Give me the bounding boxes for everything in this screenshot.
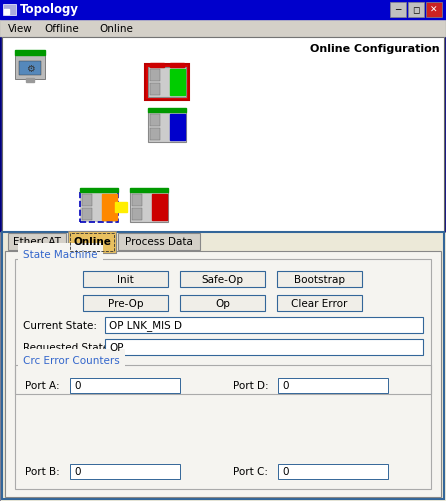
Bar [132, 208, 142, 220]
Bar [130, 192, 168, 222]
Bar [15, 365, 431, 489]
Text: Bootstrap: Bootstrap [294, 275, 345, 285]
Text: ⚙: ⚙ [25, 64, 34, 74]
Bar [83, 296, 168, 312]
Bar [0, 0, 446, 20]
Text: 0: 0 [74, 466, 80, 476]
Text: Online: Online [73, 236, 111, 246]
Bar [82, 194, 92, 206]
Text: Requested State:: Requested State: [23, 342, 113, 352]
Text: State Machine: State Machine [23, 249, 98, 259]
Bar [277, 272, 362, 288]
Bar [5, 252, 441, 497]
Text: Port C:: Port C: [233, 466, 268, 476]
Text: 0: 0 [282, 466, 289, 476]
Bar [148, 68, 186, 98]
Bar [105, 317, 423, 333]
Text: ✕: ✕ [430, 6, 438, 15]
Bar [278, 378, 388, 393]
Bar [130, 188, 168, 192]
Bar [8, 233, 66, 250]
Bar [150, 129, 160, 141]
Bar [148, 113, 186, 143]
Bar [3, 5, 16, 16]
Text: Clear Error: Clear Error [291, 299, 348, 309]
Bar [408, 3, 424, 18]
Text: 0: 0 [282, 381, 289, 391]
Bar [15, 260, 431, 394]
Bar [19, 62, 41, 76]
Bar [150, 115, 160, 127]
Text: Pre-Op: Pre-Op [108, 299, 143, 309]
Bar [118, 233, 200, 250]
Text: Crc Error Counters: Crc Error Counters [23, 355, 120, 365]
Text: Current State:: Current State: [23, 320, 97, 330]
Text: View: View [8, 24, 33, 34]
Bar [145, 65, 189, 101]
Text: Port A:: Port A: [25, 381, 60, 391]
Bar [0, 232, 446, 501]
Text: ─: ─ [395, 6, 401, 15]
Bar [26, 79, 34, 83]
Bar [82, 208, 92, 220]
Text: Port B:: Port B: [25, 466, 60, 476]
Text: ◻: ◻ [412, 6, 420, 15]
Text: EtherCAT: EtherCAT [13, 236, 61, 246]
Bar [170, 70, 185, 96]
Text: Port D:: Port D: [233, 381, 268, 391]
Text: 0: 0 [74, 381, 80, 391]
Text: Topology: Topology [20, 4, 79, 17]
Bar [15, 56, 45, 80]
Bar [426, 3, 442, 18]
Bar [180, 272, 265, 288]
Text: Offline: Offline [44, 24, 79, 34]
Bar [70, 464, 180, 479]
Bar [277, 296, 362, 312]
Bar [170, 115, 185, 141]
Bar [132, 194, 142, 206]
Bar [152, 194, 167, 220]
Text: Online Configuration: Online Configuration [310, 44, 440, 54]
Bar [390, 3, 406, 18]
Text: Online: Online [99, 24, 133, 34]
Bar [4, 10, 9, 15]
Text: Process Data: Process Data [125, 236, 193, 246]
Bar [2, 232, 444, 499]
Bar [170, 64, 184, 68]
Text: OP LNK_MIS D: OP LNK_MIS D [109, 320, 182, 331]
Bar [150, 64, 164, 68]
Bar [70, 378, 180, 393]
Bar [115, 202, 127, 212]
Bar [68, 231, 116, 254]
Bar [83, 272, 168, 288]
Text: Op: Op [215, 299, 230, 309]
Bar [180, 296, 265, 312]
Bar [150, 70, 160, 82]
Text: Safe-Op: Safe-Op [202, 275, 244, 285]
Bar [2, 38, 444, 232]
Bar [278, 464, 388, 479]
Bar [105, 339, 423, 355]
Bar [15, 51, 45, 56]
Bar [0, 20, 446, 38]
Bar [150, 84, 160, 96]
Bar [80, 188, 118, 192]
Bar [80, 192, 118, 222]
Text: Init: Init [117, 275, 134, 285]
Text: OP: OP [109, 342, 124, 352]
Bar [70, 233, 114, 252]
Bar [102, 194, 117, 220]
Bar [148, 109, 186, 113]
